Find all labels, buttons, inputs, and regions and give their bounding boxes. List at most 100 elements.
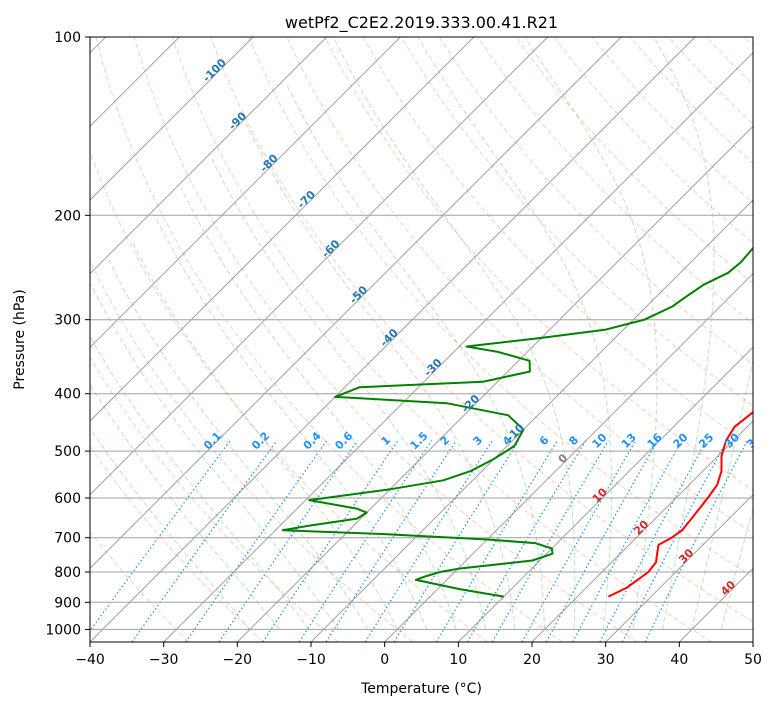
isotherm-line <box>163 51 753 642</box>
moist-adiabat <box>691 358 753 630</box>
mixing-ratio-label: 30 <box>722 431 742 451</box>
mixing-ratio-line <box>466 440 587 642</box>
moist-adiabat <box>180 187 457 630</box>
mixing-ratio-label: 1 <box>379 434 394 449</box>
x-tick-label: −20 <box>223 652 253 668</box>
mixing-ratio-label: 25 <box>696 431 716 451</box>
mixing-ratio-label: 0.1 <box>201 429 224 452</box>
mixing-ratio-line <box>131 440 278 642</box>
dry-adiabat <box>210 37 753 623</box>
isotherm-label: -40 <box>378 326 401 349</box>
mixing-ratio-line <box>325 440 457 642</box>
mixing-ratio-line <box>599 440 707 642</box>
dry-adiabat <box>90 445 264 642</box>
moist-adiabat <box>90 383 280 630</box>
isotherm-label: 20 <box>631 517 651 537</box>
temperature-line <box>607 411 753 598</box>
isotherm-label: -90 <box>226 109 249 132</box>
x-axis: −40 −30 −20 −10 0 10 20 30 40 50 <box>75 642 762 668</box>
moist-adiabat <box>154 215 428 630</box>
y-tick-label: 300 <box>54 313 81 329</box>
isotherm-label: -60 <box>319 237 342 260</box>
moist-adiabat <box>417 37 612 630</box>
mixing-ratio-line <box>185 440 328 642</box>
y-tick-label: 500 <box>54 444 81 460</box>
mixing-ratio-label: 1.5 <box>408 429 431 452</box>
mixing-ratio-line <box>262 440 399 642</box>
mixing-ratio-line <box>435 440 558 642</box>
mixing-ratio-label: 16 <box>645 431 665 451</box>
mixing-ratio-line <box>521 440 637 642</box>
mixing-ratio-label: 8 <box>566 434 581 449</box>
moist-adiabat <box>90 281 339 630</box>
y-axis-title: Pressure (hPa) <box>12 289 28 389</box>
y-tick-label: 1000 <box>45 622 81 638</box>
y-tick-label: 800 <box>54 565 81 581</box>
dry-adiabat <box>248 37 753 578</box>
dry-adiabat <box>90 531 190 642</box>
isotherm-line <box>752 641 753 642</box>
dry-adiabat <box>362 37 753 449</box>
isotherm-line <box>531 420 753 642</box>
y-tick-label: 600 <box>54 491 81 507</box>
y-tick-label: 900 <box>54 595 81 611</box>
x-tick-label: 40 <box>670 652 688 668</box>
isotherm-label: -100 <box>200 56 229 85</box>
x-tick-label: 0 <box>380 652 389 668</box>
isotherm-label: -80 <box>257 151 280 174</box>
isotherm-line <box>310 199 753 642</box>
dry-adiabat <box>171 37 712 642</box>
background-lines <box>90 37 753 642</box>
moist-adiabat <box>245 123 516 630</box>
pressure-gridlines <box>90 37 753 630</box>
dry-adiabat <box>438 37 753 366</box>
moist-adiabat <box>90 427 251 630</box>
moist-adiabat <box>524 37 658 630</box>
y-axis: 100 200 300 400 500 600 700 800 900 1000 <box>45 30 90 638</box>
isotherm-line <box>90 37 622 570</box>
isotherm-line <box>90 37 254 201</box>
mixing-ratio-line <box>491 440 609 642</box>
mixing-ratio-line <box>644 440 748 642</box>
isotherm-line <box>90 37 401 349</box>
y-tick-label: 100 <box>54 30 81 46</box>
mixing-ratio-label: 0.6 <box>332 429 355 452</box>
moist-adiabat <box>285 83 546 630</box>
plot-frame <box>89 36 754 643</box>
mixing-ratio-label: 13 <box>619 431 639 451</box>
chart-title: wetPf2_C2E2.2019.333.00.41.R21 <box>285 13 558 33</box>
isotherm-label: -20 <box>459 392 482 415</box>
mixing-ratio-line <box>364 440 493 642</box>
mixing-ratio-label: 0.4 <box>301 429 324 452</box>
moist-adiabat <box>90 335 310 630</box>
mixing-ratio-line <box>621 440 728 642</box>
x-tick-label: −30 <box>149 652 179 668</box>
isotherm-line <box>236 125 753 642</box>
mixing-ratio-label: 3 <box>471 434 486 449</box>
x-tick-label: 10 <box>449 652 467 668</box>
mixing-ratio-label: 0.2 <box>249 429 272 452</box>
isotherm-label: 10 <box>590 485 610 505</box>
dry-adiabat <box>400 37 753 407</box>
moist-adiabat <box>720 506 753 630</box>
isotherm-label: -30 <box>421 356 444 379</box>
dry-adiabat <box>90 150 488 642</box>
y-tick-label: 400 <box>54 387 81 403</box>
mixing-ratio-label: 2 <box>438 434 453 449</box>
isotherm-line <box>90 37 475 422</box>
isotherm-label: 40 <box>718 578 738 598</box>
dry-adiabat <box>90 356 339 642</box>
isotherm-line <box>90 37 328 275</box>
moist-adiabat <box>106 256 369 630</box>
dry-adiabat <box>90 259 414 642</box>
dry-adiabat <box>95 37 563 642</box>
isotherm-line <box>384 272 753 642</box>
mixing-ratio-line <box>90 440 231 632</box>
dry-adiabat <box>324 37 753 491</box>
dewpoint-line <box>281 246 753 598</box>
x-tick-label: −40 <box>75 652 105 668</box>
moist-adiabat <box>332 37 576 630</box>
dry-adiabat <box>515 37 753 284</box>
y-tick-label: 200 <box>54 208 81 224</box>
